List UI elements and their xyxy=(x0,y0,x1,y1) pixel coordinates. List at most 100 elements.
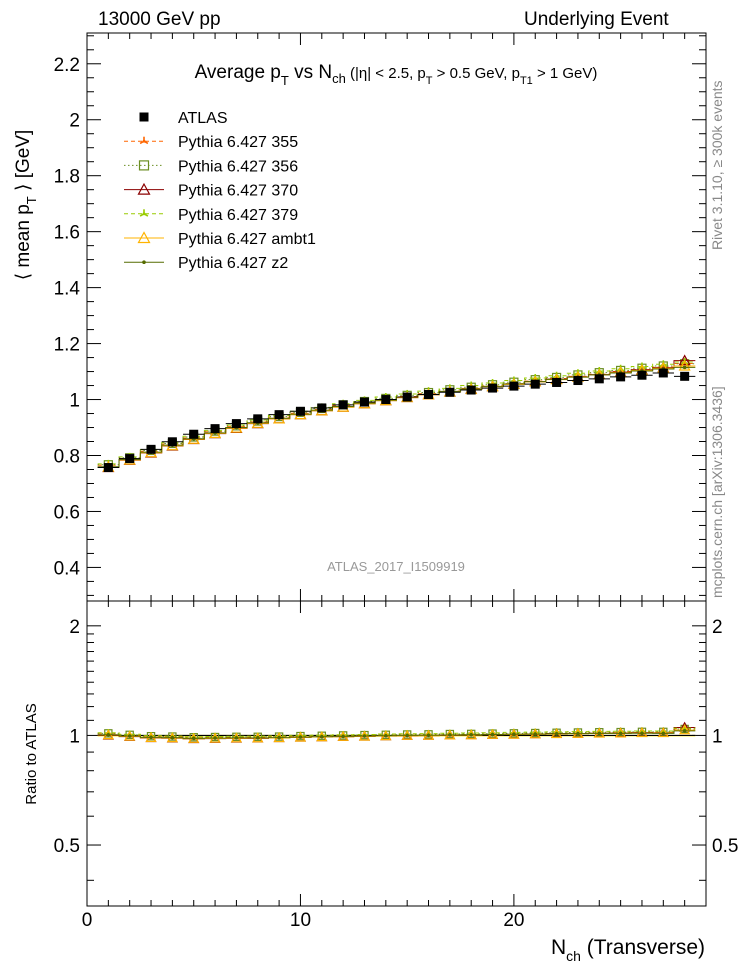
series-atlas-marker xyxy=(402,392,412,402)
series-pythia-6-427-z2-ratio-marker xyxy=(319,734,324,739)
star-core xyxy=(142,139,146,143)
legend-label: Pythia 6.427 ambt1 xyxy=(178,231,316,248)
series-pythia-6-427-z2-ratio-marker xyxy=(341,734,345,739)
series-pythia-6-427-z2-ratio-marker xyxy=(682,729,687,733)
y-tick-label: 1.4 xyxy=(54,279,81,300)
series-pythia-6-427-370-line xyxy=(97,360,696,469)
axis-ticks xyxy=(86,33,707,906)
side-text-rivet: Rivet 3.1.10, ≥ 300k events xyxy=(709,80,725,250)
series-atlas-marker xyxy=(424,390,434,400)
series-pythia-6-427-355 xyxy=(97,359,696,468)
series-atlas-marker xyxy=(594,374,604,384)
legend-marker xyxy=(139,136,149,145)
series-pythia-6-427-ambt1-line xyxy=(97,365,696,468)
series-atlas-marker xyxy=(125,454,135,464)
series-atlas-marker xyxy=(680,371,690,381)
series-pythia-6-427-370-marker xyxy=(678,354,691,366)
legend-label: Pythia 6.427 379 xyxy=(178,207,298,224)
series-pythia-6-427-z2-ratio-marker xyxy=(277,735,281,740)
series-pythia-6-427-ambt1 xyxy=(97,359,696,472)
y-tick-label: 1.6 xyxy=(54,223,80,244)
y-tick-label: 0.6 xyxy=(54,502,80,523)
series-atlas-marker xyxy=(381,395,391,405)
series-pythia-6-427-ambt1-ratio-marker xyxy=(657,727,669,738)
x-axis-label: Nch (Transverse) xyxy=(551,936,705,964)
series-atlas-marker xyxy=(637,370,647,380)
series-pythia-6-427-z2-ratio xyxy=(97,729,696,741)
ratio-tick-label-right: 1 xyxy=(712,726,723,747)
series-pythia-6-427-z2-ratio-marker xyxy=(234,736,239,740)
series-atlas-marker xyxy=(658,368,668,378)
legend-item-pythia-6-427-z2: Pythia 6.427 z2 xyxy=(124,255,288,272)
header-right: Underlying Event xyxy=(524,9,669,30)
legend-marker xyxy=(138,160,150,171)
legend-marker xyxy=(139,209,149,217)
series-pythia-6-427-z2-ratio-marker xyxy=(213,736,217,740)
y-tick-label: 1 xyxy=(69,391,80,412)
legend-label: Pythia 6.427 356 xyxy=(178,158,298,175)
star-core xyxy=(142,212,146,216)
series-pythia-6-427-ambt1-ratio-marker xyxy=(614,727,627,738)
legend-item-atlas: ATLAS xyxy=(139,110,228,127)
series-atlas-marker xyxy=(146,444,156,454)
series-pythia-6-427-ambt1-ratio xyxy=(97,724,696,743)
series-pythia-6-427-356-ratio xyxy=(97,724,696,742)
chart-title: Average pT vs Nch (|η| < 2.5, pT > 0.5 G… xyxy=(195,62,598,88)
y-axis-label: ⟨ mean pT ⟩ [GeV] xyxy=(13,130,39,281)
ratio-tick-label-right: 2 xyxy=(712,617,723,638)
ratio-tick-label: 2 xyxy=(69,617,80,638)
series-pythia-6-427-z2-line xyxy=(97,366,696,468)
header-left: 13000 GeV pp xyxy=(98,9,221,30)
series-pythia-6-427-ambt1-ratio-marker xyxy=(636,727,648,738)
series-pythia-6-427-z2-ratio-marker xyxy=(554,731,559,736)
legend-item-pythia-6-427-379: Pythia 6.427 379 xyxy=(124,207,298,224)
legend-marker xyxy=(139,112,149,122)
side-text-mcplots: mcplots.cern.ch [arXiv:1306.3436] xyxy=(709,386,725,598)
series-pythia-6-427-z2-ratio-marker xyxy=(384,733,388,738)
legend-marker xyxy=(142,260,146,265)
y-tick-label: 2 xyxy=(69,111,80,132)
y-tick-label: 0.4 xyxy=(54,558,81,579)
ratio-series-layer xyxy=(97,721,696,744)
series-pythia-6-427-ambt1-ratio-marker xyxy=(679,724,691,735)
y-tick-label: 0.8 xyxy=(54,447,80,468)
series-atlas-marker xyxy=(167,437,177,447)
series-pythia-6-427-z2-ratio-marker xyxy=(640,731,644,736)
series-pythia-6-427-z2-ratio-marker xyxy=(405,733,409,738)
ratio-tick-label: 1 xyxy=(69,726,80,747)
legend-marker xyxy=(137,231,151,244)
series-atlas-marker xyxy=(253,414,263,424)
ratio-plot-frame xyxy=(86,600,707,907)
series-pythia-6-427-z2-ratio-marker xyxy=(298,735,303,739)
legend-item-pythia-6-427-356: Pythia 6.427 356 xyxy=(124,158,298,175)
legend-item-pythia-6-427-ambt1: Pythia 6.427 ambt1 xyxy=(124,231,316,248)
tick-labels: 0 10 20 0.4 0.6 0.8 1 1.2 1.4 1.6 1.8 2 2.2 0.5 0.5 1 1 2… xyxy=(54,55,739,931)
legend-label: Pythia 6.427 355 xyxy=(178,134,298,151)
series-pythia-6-427-z2-ratio-marker xyxy=(170,735,175,740)
legend: ATLAS Pythia 6.427 355 Pythia 6.427 356 Pyt… xyxy=(124,110,316,272)
series-pythia-6-427-z2-ratio-marker xyxy=(149,735,153,740)
series-atlas-marker xyxy=(552,377,562,387)
series-pythia-6-427-z2-ratio-marker xyxy=(618,731,623,736)
series-atlas-marker xyxy=(103,463,113,473)
main-series-layer xyxy=(97,354,696,473)
series-atlas-marker xyxy=(210,424,220,434)
series-pythia-6-427-z2-ratio-line xyxy=(97,730,696,739)
series-pythia-6-427-z2-ratio-marker xyxy=(597,731,602,736)
series-atlas-marker xyxy=(338,400,348,410)
series-pythia-6-427-379-line xyxy=(97,361,696,465)
series-atlas-marker xyxy=(274,410,284,420)
series-atlas-marker xyxy=(295,406,305,416)
series-atlas-marker xyxy=(189,429,199,439)
series-atlas-marker xyxy=(445,387,455,397)
series-pythia-6-427-356 xyxy=(97,359,696,470)
series-pythia-6-427-356-ratio-line xyxy=(97,728,696,738)
series-pythia-6-427-z2-ratio-marker xyxy=(106,732,111,737)
series-atlas-marker xyxy=(466,385,476,395)
analysis-watermark: ATLAS_2017_I1509919 xyxy=(327,559,465,574)
legend-item-pythia-6-427-370: Pythia 6.427 370 xyxy=(124,183,298,200)
legend-marker xyxy=(137,182,151,195)
legend-label: Pythia 6.427 370 xyxy=(178,183,298,200)
series-atlas-marker xyxy=(573,376,583,386)
